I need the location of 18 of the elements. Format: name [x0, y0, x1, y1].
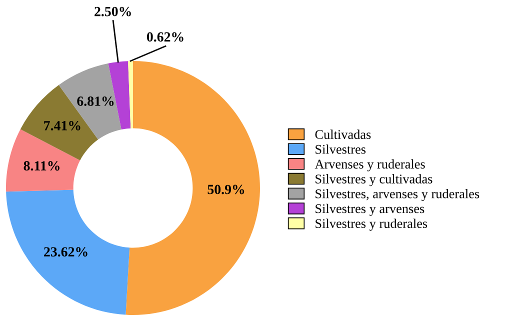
- legend-label: Cultivadas: [315, 130, 371, 139]
- legend-label: Arvenses y ruderales: [314, 159, 425, 172]
- data-label: 2.50%: [94, 6, 131, 16]
- data-label: 0.62%: [146, 32, 184, 42]
- data-label: 7.41%: [44, 120, 80, 130]
- legend-label: Silvestres y ruderales: [316, 218, 428, 231]
- donut-slice: [128, 61, 133, 128]
- donut-slice: [6, 190, 130, 315]
- legend-label: Silvestres: [316, 144, 366, 154]
- data-label: 6.81%: [77, 96, 114, 106]
- legend-label: Silvestres y arvenses: [316, 204, 424, 216]
- data-label: 8.11%: [24, 161, 60, 171]
- data-label: 50.9%: [208, 184, 244, 194]
- data-label: 23.62%: [44, 247, 88, 257]
- donut-slice: [126, 61, 260, 315]
- legend-label: Silvestres, arvenses y ruderales: [316, 189, 480, 202]
- legend-label: Silvestres y cultivadas: [316, 174, 432, 186]
- donut-slice: [6, 129, 80, 192]
